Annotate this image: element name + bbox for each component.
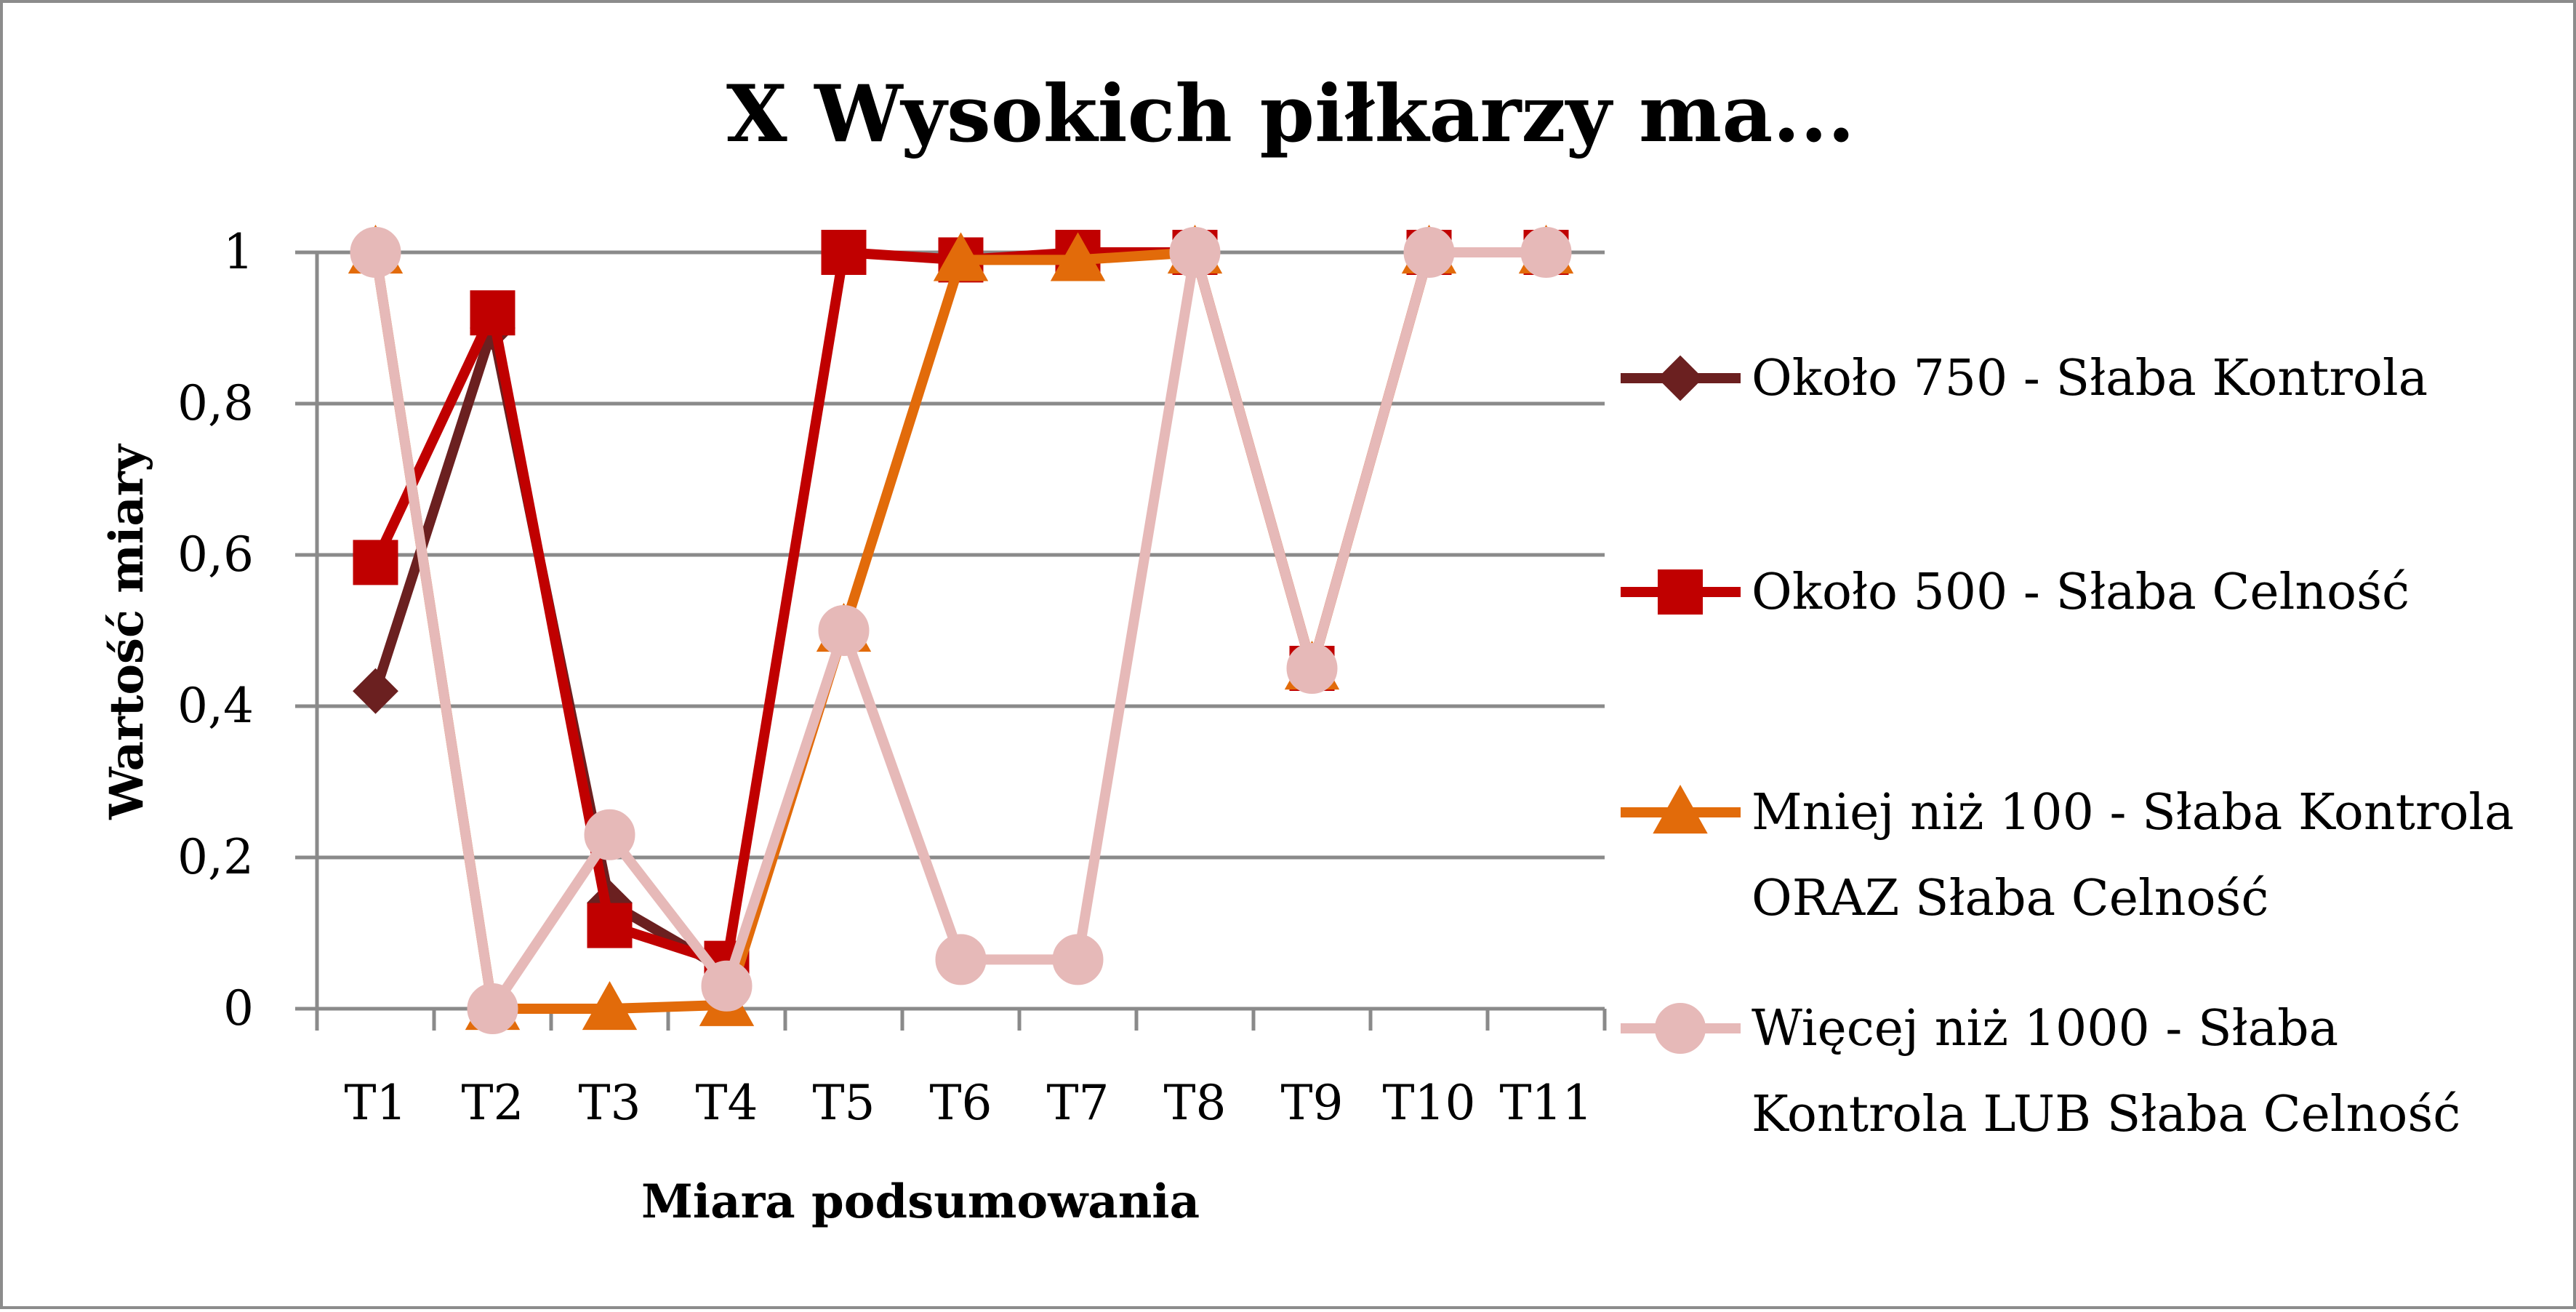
legend-label: Około 750 - Słaba Kontrola: [1752, 350, 2428, 407]
x-tick-label: T7: [1046, 1075, 1109, 1131]
y-tick-label: 1: [223, 224, 254, 280]
axes: [315, 252, 1607, 1031]
x-tick-labels: T1 T2 T3 T4 T5 T6 T7 T8 T9 T10 T11: [344, 1075, 1592, 1131]
legend-entry-1: Około 750 - Słaba Kontrola: [1621, 350, 2428, 407]
data-point: [1050, 232, 1106, 281]
data-point: [1286, 643, 1338, 694]
chart-title: X Wysokich piłkarzy ma...: [726, 68, 1855, 160]
data-point: [350, 227, 401, 278]
data-point: [353, 540, 398, 585]
series-1: [353, 305, 750, 994]
data-point: [1403, 227, 1455, 278]
data-point: [1520, 227, 1572, 278]
series-4: [350, 227, 1572, 1034]
data-point: [584, 809, 635, 860]
legend-marker: [1658, 569, 1703, 615]
series-2: [353, 230, 1569, 986]
series-layer: [348, 224, 1574, 1034]
legend-label: Mniej niż 100 - Słaba Kontrola: [1752, 784, 2514, 841]
data-point: [1169, 227, 1221, 278]
data-point: [587, 903, 633, 948]
x-axis-title: Miara podsumowania: [641, 1175, 1200, 1229]
series-line: [370, 323, 732, 976]
legend-label: ORAZ Słaba Celność: [1752, 870, 2269, 927]
y-tick-labels: 0 0,2 0,4 0,6 0,8 1: [177, 224, 254, 1036]
data-point: [818, 605, 870, 656]
x-tick-label: T9: [1280, 1075, 1343, 1131]
legend-entry-2: Około 500 - Słaba Celność: [1621, 564, 2410, 621]
x-tick-label: T5: [812, 1075, 875, 1131]
x-tick-label: T4: [695, 1075, 758, 1131]
legend-marker: [1655, 1003, 1706, 1054]
y-tick-label: 0,6: [177, 527, 254, 583]
data-point: [821, 230, 867, 275]
series-3: [348, 224, 1574, 1031]
x-tick-label: T3: [578, 1075, 641, 1131]
y-tick-label: 0,2: [177, 829, 254, 885]
x-tick-label: T2: [461, 1075, 523, 1131]
x-tick-label: T10: [1382, 1075, 1475, 1131]
legend-marker: [1653, 784, 1708, 834]
y-tick-label: 0,8: [177, 375, 254, 431]
legend-label: Kontrola LUB Słaba Celność: [1752, 1086, 2460, 1143]
y-tick-label: 0,4: [177, 678, 254, 734]
data-point: [467, 983, 518, 1034]
legend-entry-4: Więcej niż 1000 - Słaba Kontrola LUB Słab…: [1621, 1000, 2460, 1143]
data-point: [933, 232, 989, 281]
data-point: [353, 668, 398, 714]
x-tick-label: T6: [929, 1075, 992, 1131]
x-tick-label: T8: [1163, 1075, 1226, 1131]
y-tick-label: 0: [223, 980, 254, 1036]
data-point: [935, 934, 987, 985]
data-point: [701, 960, 753, 1012]
x-tick-label: T1: [344, 1075, 406, 1131]
data-point: [470, 290, 515, 336]
legend-label: Więcej niż 1000 - Słaba: [1752, 1000, 2338, 1057]
legend-marker: [1657, 355, 1704, 401]
legend: Około 750 - Słaba Kontrola Około 500 - Sł…: [1621, 350, 2514, 1143]
legend-entry-3: Mniej niż 100 - Słaba Kontrola ORAZ Słaba…: [1621, 784, 2514, 927]
gridlines: [295, 250, 1605, 1011]
legend-label: Około 500 - Słaba Celność: [1752, 564, 2410, 621]
data-point: [1052, 934, 1104, 985]
data-point: [582, 980, 638, 1031]
line-chart: X Wysokich piłkarzy ma... 0 0,2 0,4 0,6 0,8 1…: [100, 68, 2514, 1229]
y-axis-title: Wartość miary: [100, 443, 154, 820]
x-tick-label: T11: [1499, 1075, 1592, 1131]
